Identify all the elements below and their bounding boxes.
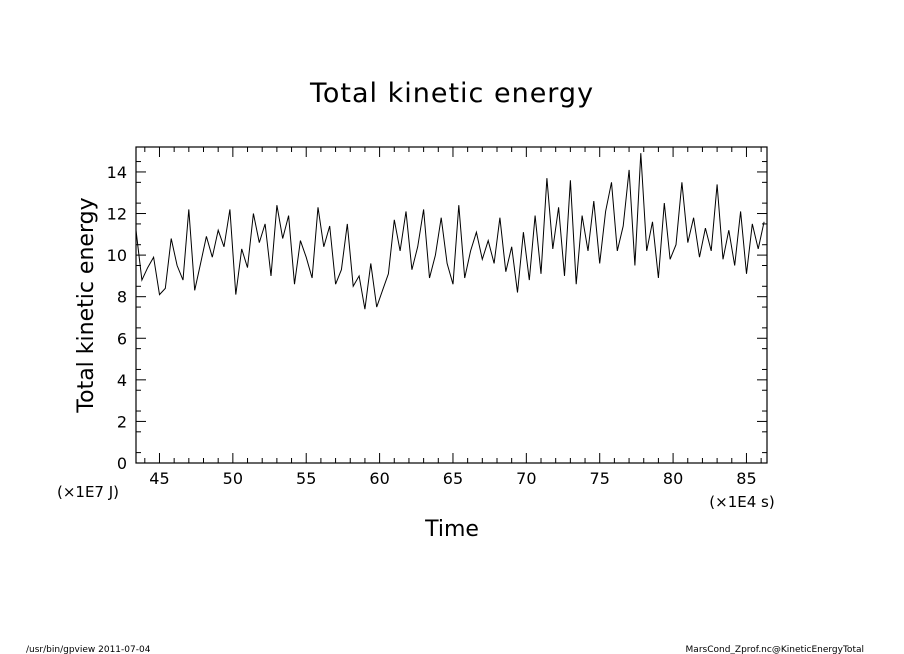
y-tick-label: 6 [117, 329, 127, 348]
y-tick-label: 2 [117, 412, 127, 431]
x-tick-label: 55 [296, 469, 316, 488]
x-axis-label: Time [424, 517, 479, 542]
y-axis-label: Total kinetic energy [74, 197, 99, 413]
y-tick-label: 14 [107, 163, 127, 182]
y-tick-label: 12 [107, 205, 127, 224]
footer-left-text: /usr/bin/gpview 2011-07-04 [26, 645, 151, 654]
y-tick-label: 0 [117, 454, 127, 473]
x-tick-label: 75 [590, 469, 610, 488]
axis-ticks [136, 147, 767, 464]
x-unit-label: (×1E4 s) [709, 493, 774, 511]
series-line [135, 153, 765, 310]
y-tick-label: 8 [117, 288, 127, 307]
chart-title: Total kinetic energy [309, 78, 594, 109]
x-tick-label: 45 [149, 469, 169, 488]
y-tick-label: 10 [107, 246, 127, 265]
y-unit-label: (×1E7 J) [57, 483, 119, 501]
plot-frame [135, 146, 768, 464]
y-tick-label: 4 [117, 371, 127, 390]
x-tick-label: 60 [369, 469, 389, 488]
footer-right-text: MarsCond_Zprof.nc@KineticEnergyTotal [686, 645, 864, 654]
x-tick-label: 65 [443, 469, 463, 488]
x-tick-label: 50 [223, 469, 243, 488]
x-tick-label: 85 [736, 469, 756, 488]
x-tick-label: 80 [663, 469, 683, 488]
tick-labels: 45 50 55 60 65 70 75 80 85 0 2 4 6 8 10 12 14 [107, 163, 757, 488]
x-tick-label: 70 [516, 469, 536, 488]
